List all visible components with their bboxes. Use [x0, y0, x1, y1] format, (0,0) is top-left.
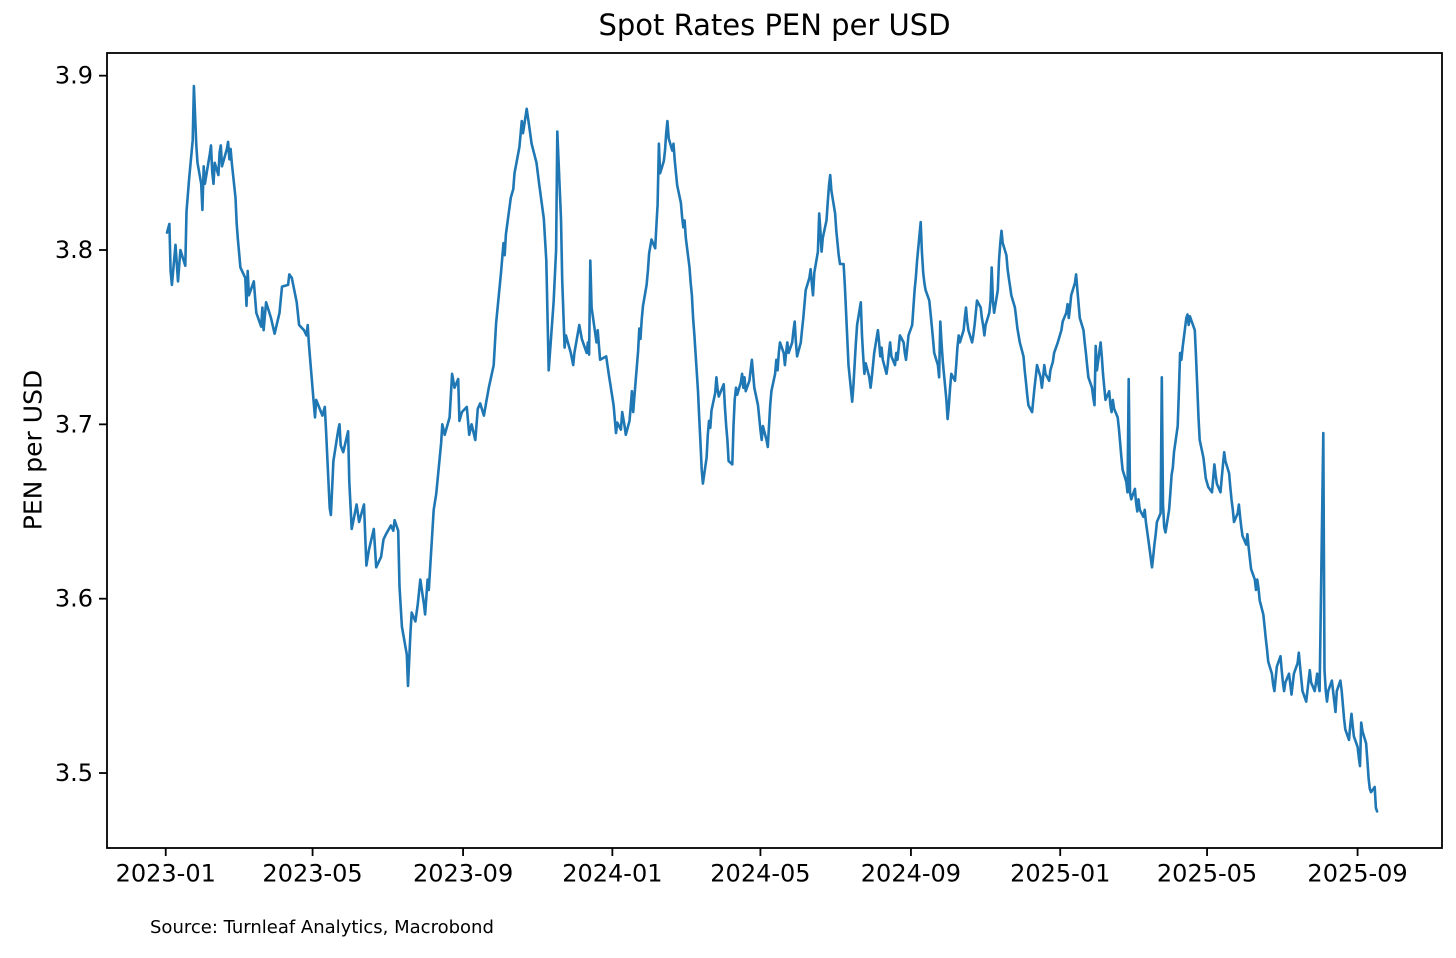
source-note: Source: Turnleaf Analytics, Macrobond — [150, 917, 494, 938]
y-tick-label: 3.5 — [55, 759, 93, 787]
x-tick-label: 2025-09 — [1307, 860, 1407, 888]
y-tick-label: 3.9 — [55, 62, 93, 90]
x-tick-label: 2024-09 — [861, 860, 961, 888]
x-tick-label: 2024-05 — [710, 860, 810, 888]
y-tick-label: 3.6 — [55, 585, 93, 613]
x-tick-label: 2023-05 — [262, 860, 362, 888]
x-tick-label: 2023-09 — [413, 860, 513, 888]
x-tick-label: 2025-01 — [1010, 860, 1110, 888]
y-tick-label: 3.8 — [55, 236, 93, 264]
x-tick-label: 2023-01 — [116, 860, 216, 888]
x-tick-label: 2025-05 — [1157, 860, 1257, 888]
x-tick-label: 2024-01 — [562, 860, 662, 888]
chart-title: Spot Rates PEN per USD — [598, 8, 951, 42]
y-tick-label: 3.7 — [55, 410, 93, 438]
plot-border — [106, 52, 1443, 849]
spot-rate-line — [165, 84, 1379, 813]
